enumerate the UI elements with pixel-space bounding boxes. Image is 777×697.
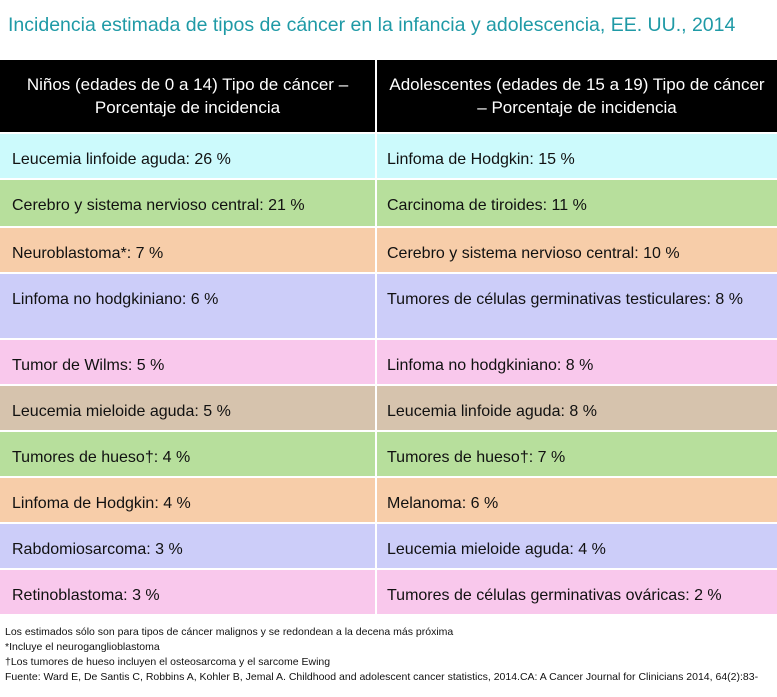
footnote-neuroblastoma: *Incluye el neuroganglioblastoma	[5, 641, 160, 653]
cell-adolescents: Leucemia mieloide aguda: 4 %	[377, 522, 777, 568]
footnotes: Los estimados sólo son para tipos de cán…	[5, 625, 777, 685]
incidence-table: Niños (edades de 0 a 14) Tipo de cáncer …	[0, 60, 777, 614]
footnote-source: Fuente: Ward E, De Santis C, Robbins A, …	[5, 671, 759, 683]
table-row: Linfoma de Hodgkin: 4 % Melanoma: 6 %	[0, 476, 777, 522]
page-title: Incidencia estimada de tipos de cáncer e…	[8, 14, 736, 36]
table-row: Leucemia mieloide aguda: 5 % Leucemia lin…	[0, 384, 777, 430]
table-header-row: Niños (edades de 0 a 14) Tipo de cáncer …	[0, 60, 777, 132]
cell-children: Leucemia mieloide aguda: 5 %	[0, 384, 377, 430]
cell-children: Cerebro y sistema nervioso central: 21 %	[0, 178, 377, 226]
table-row: Retinoblastoma: 3 % Tumores de células ge…	[0, 568, 777, 614]
cell-adolescents: Cerebro y sistema nervioso central: 10 %	[377, 226, 777, 272]
table-row: Rabdomiosarcoma: 3 % Leucemia mieloide ag…	[0, 522, 777, 568]
cell-children: Retinoblastoma: 3 %	[0, 568, 377, 614]
header-children: Niños (edades de 0 a 14) Tipo de cáncer …	[0, 60, 377, 132]
table-row: Tumor de Wilms: 5 % Linfoma no hodgkinian…	[0, 338, 777, 384]
cell-children: Leucemia linfoide aguda: 26 %	[0, 132, 377, 178]
cell-children: Linfoma de Hodgkin: 4 %	[0, 476, 377, 522]
cell-children: Neuroblastoma*: 7 %	[0, 226, 377, 272]
cell-children: Linfoma no hodgkiniano: 6 %	[0, 272, 377, 338]
table-row: Cerebro y sistema nervioso central: 21 %…	[0, 178, 777, 226]
cell-adolescents: Leucemia linfoide aguda: 8 %	[377, 384, 777, 430]
table-body: Leucemia linfoide aguda: 26 % Linfoma de …	[0, 132, 777, 614]
cell-adolescents: Tumores de hueso†: 7 %	[377, 430, 777, 476]
cell-adolescents: Linfoma de Hodgkin: 15 %	[377, 132, 777, 178]
cell-adolescents: Carcinoma de tiroides: 11 %	[377, 178, 777, 226]
footnote-bone-tumors: †Los tumores de hueso incluyen el osteos…	[5, 656, 331, 668]
footnote-note: Los estimados sólo son para tipos de cán…	[5, 626, 454, 638]
table-row: Tumores de hueso†: 4 % Tumores de hueso†:…	[0, 430, 777, 476]
cell-adolescents: Linfoma no hodgkiniano: 8 %	[377, 338, 777, 384]
table-row: Leucemia linfoide aguda: 26 % Linfoma de …	[0, 132, 777, 178]
cell-adolescents: Tumores de células germinativas ováricas…	[377, 568, 777, 614]
header-adolescents: Adolescentes (edades de 15 a 19) Tipo de…	[377, 60, 777, 132]
cell-children: Rabdomiosarcoma: 3 %	[0, 522, 377, 568]
cell-adolescents: Tumores de células germinativas testicul…	[377, 272, 777, 338]
cell-children: Tumores de hueso†: 4 %	[0, 430, 377, 476]
cell-children: Tumor de Wilms: 5 %	[0, 338, 377, 384]
cell-adolescents: Melanoma: 6 %	[377, 476, 777, 522]
table-row: Neuroblastoma*: 7 % Cerebro y sistema ner…	[0, 226, 777, 272]
table-row: Linfoma no hodgkiniano: 6 % Tumores de cé…	[0, 272, 777, 338]
